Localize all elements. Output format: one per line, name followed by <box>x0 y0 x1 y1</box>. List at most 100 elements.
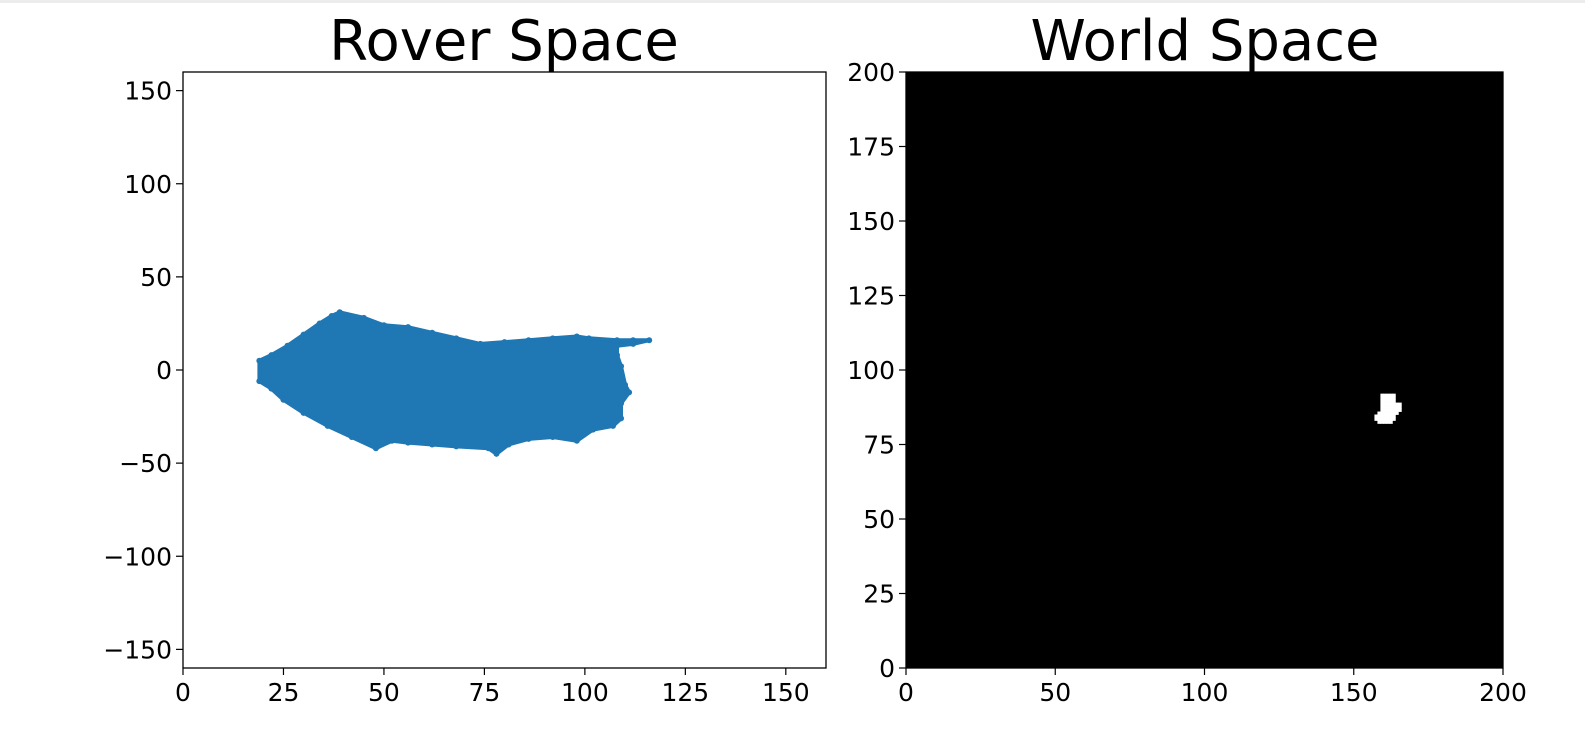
world-space-pixel <box>1386 402 1390 406</box>
rover-space-point <box>630 340 637 347</box>
world-space-y-tick-label: 50 <box>863 505 895 534</box>
world-space-pixel <box>1386 411 1390 415</box>
world-space-pixel <box>1386 414 1390 418</box>
rover-space-plot-area <box>256 309 653 457</box>
rover-space-point <box>525 337 532 344</box>
world-space-panel: World Space 0 50 100 150 200 200 175 150 125 100… <box>847 9 1527 707</box>
world-space-pixel <box>1389 402 1393 406</box>
rover-space-x-axis: 0 25 50 75 100 125 150 <box>175 668 810 707</box>
rover-space-point <box>336 309 343 316</box>
world-space-pixel <box>1380 393 1384 398</box>
rover-space-point <box>300 331 307 338</box>
world-space-pixel <box>1398 402 1402 406</box>
rover-space-point <box>405 439 412 446</box>
rover-space-point <box>360 314 367 321</box>
rover-space-point <box>614 352 621 359</box>
world-space-pixel <box>1395 405 1399 409</box>
rover-space-x-tick-label: 75 <box>469 678 501 707</box>
world-space-pixel <box>1383 420 1387 424</box>
world-space-y-tick-label: 0 <box>879 654 895 683</box>
rover-space-point <box>372 445 379 452</box>
rover-space-point <box>300 409 307 416</box>
world-space-pixel <box>1377 417 1381 421</box>
rover-space-x-tick-label: 25 <box>268 678 300 707</box>
world-space-pixel <box>1377 420 1381 424</box>
world-space-pixel <box>1374 417 1378 421</box>
rover-space-point <box>610 422 617 429</box>
rover-space-point <box>622 381 629 388</box>
world-space-pixel <box>1392 414 1396 418</box>
world-space-y-tick-label: 125 <box>847 282 895 311</box>
rover-space-point <box>501 339 508 346</box>
world-space-pixel <box>1383 414 1387 418</box>
world-space-pixel <box>1386 408 1390 412</box>
world-space-pixel <box>1380 396 1384 400</box>
world-space-pixel <box>1383 405 1387 409</box>
rover-space-point <box>614 337 621 344</box>
world-space-pixel <box>1383 408 1387 412</box>
world-space-pixel <box>1392 393 1396 398</box>
rover-space-point <box>284 342 291 349</box>
world-space-y-axis: 200 175 150 125 100 75 50 25 0 <box>847 58 906 683</box>
world-space-y-tick-label: 100 <box>847 356 895 385</box>
world-space-pixel <box>1383 411 1387 415</box>
rover-space-point <box>256 357 263 364</box>
world-space-y-tick-label: 175 <box>847 133 895 162</box>
world-space-pixel <box>1386 417 1390 421</box>
world-space-pixel <box>1395 402 1399 406</box>
world-space-pixel <box>1392 417 1396 421</box>
rover-space-point <box>316 320 323 327</box>
world-space-plot-area <box>1374 393 1402 424</box>
rover-space-y-axis: 150 100 50 0 −50 −100 −150 <box>103 77 183 664</box>
rover-space-point <box>585 335 592 342</box>
world-space-x-axis: 0 50 100 150 200 <box>898 668 1527 707</box>
world-space-pixel <box>1392 402 1396 406</box>
world-space-x-tick-label: 100 <box>1181 678 1229 707</box>
world-space-pixel <box>1392 411 1396 415</box>
rover-space-y-tick-label: 100 <box>124 170 172 199</box>
world-space-pixel <box>1389 414 1393 418</box>
rover-space-y-tick-label: 0 <box>156 356 172 385</box>
world-space-x-tick-label: 50 <box>1039 678 1071 707</box>
world-space-pixel <box>1383 417 1387 421</box>
world-space-pixel <box>1377 414 1381 418</box>
rover-space-point <box>614 342 621 349</box>
world-space-pixel <box>1386 399 1390 403</box>
world-space-pixel <box>1395 411 1399 415</box>
rover-space-point <box>453 335 460 342</box>
world-space-pixel <box>1389 420 1393 424</box>
rover-space-y-tick-label: 150 <box>124 77 172 106</box>
rover-space-point <box>589 426 596 433</box>
rover-space-point <box>348 434 355 441</box>
rover-space-point <box>549 434 556 441</box>
world-space-pixel <box>1383 402 1387 406</box>
world-space-pixel <box>1389 417 1393 421</box>
world-space-x-tick-label: 0 <box>898 678 914 707</box>
world-space-pixel <box>1389 393 1393 398</box>
world-space-pixel <box>1386 405 1390 409</box>
world-space-pixel <box>1398 405 1402 409</box>
world-space-y-tick-label: 75 <box>863 431 895 460</box>
rover-space-point <box>618 363 625 370</box>
rover-space-x-tick-label: 100 <box>561 678 609 707</box>
rover-space-x-tick-label: 50 <box>368 678 400 707</box>
rover-space-point <box>453 443 460 450</box>
rover-space-point <box>573 333 580 340</box>
world-space-pixel <box>1389 405 1393 409</box>
world-space-pixel <box>1392 399 1396 403</box>
world-space-pixel <box>1380 405 1384 409</box>
rover-space-point <box>380 322 387 329</box>
world-space-x-tick-label: 150 <box>1330 678 1378 707</box>
world-space-pixel <box>1377 411 1381 415</box>
world-space-pixel <box>1380 420 1384 424</box>
rover-space-point <box>493 450 500 457</box>
world-space-pixel <box>1389 399 1393 403</box>
rover-space-point <box>485 445 492 452</box>
world-space-pixel <box>1386 393 1390 398</box>
world-space-y-tick-label: 25 <box>863 580 895 609</box>
rover-space-point <box>646 337 653 344</box>
rover-space-point <box>525 435 532 442</box>
rover-space-panel: Rover Space 0 25 50 75 100 125 150 150 100 50 0 −5… <box>103 9 827 707</box>
rover-space-point <box>280 396 287 403</box>
